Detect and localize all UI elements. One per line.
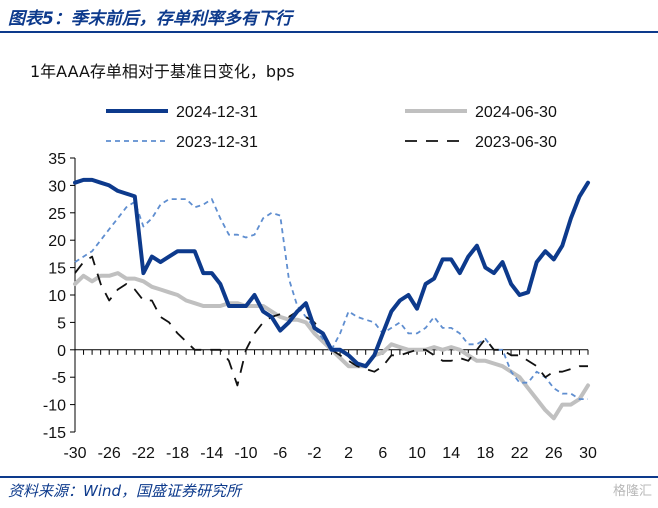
- x-tick-label: 6: [378, 445, 387, 462]
- y-tick-label: 25: [48, 206, 66, 223]
- x-tick-label: 2: [344, 445, 353, 462]
- legend-label: 2023-06-30: [475, 134, 557, 151]
- y-tick-label: 10: [48, 288, 66, 305]
- y-tick-label: 30: [48, 178, 66, 195]
- legend-label: 2024-06-30: [475, 104, 557, 121]
- watermark: 格隆汇: [612, 484, 652, 499]
- y-tick-label: -10: [43, 398, 66, 415]
- y-tick-label: 20: [48, 233, 66, 250]
- x-tick-label: -30: [63, 445, 86, 462]
- x-tick-label: 26: [545, 445, 563, 462]
- x-tick-label: 10: [408, 445, 426, 462]
- x-tick-label: 18: [477, 445, 495, 462]
- y-tick-label: 5: [57, 315, 66, 332]
- x-tick-label: 14: [442, 445, 460, 462]
- x-tick-label: -18: [166, 445, 189, 462]
- legend-label: 2024-12-31: [176, 104, 258, 121]
- y-tick-label: 15: [48, 261, 66, 278]
- x-tick-label: -22: [132, 445, 155, 462]
- x-tick-label: -14: [200, 445, 223, 462]
- x-tick-label: -2: [307, 445, 321, 462]
- legend: 2024-12-31 2024-06-30 2023-12-31 2023-06-30: [106, 104, 557, 151]
- series-line-2023-12-31: [74, 198, 588, 401]
- title-divider: [0, 31, 658, 33]
- y-tick-label: 35: [48, 151, 66, 168]
- x-tick-label: 30: [579, 445, 597, 462]
- legend-label: 2023-12-31: [176, 134, 258, 151]
- x-tick-label: 22: [511, 445, 529, 462]
- series-line-2023-06-30: [74, 255, 588, 387]
- x-tick-label: -10: [234, 445, 257, 462]
- series-line-2024-12-31: [73, 177, 590, 369]
- y-tick-label: 0: [57, 343, 66, 360]
- y-tick-label: -15: [43, 425, 66, 442]
- x-tick-label: -26: [98, 445, 121, 462]
- source-divider: [0, 476, 658, 478]
- y-tick-label: -5: [52, 370, 66, 387]
- source-note: 资料来源：Wind，国盛证券研究所: [8, 482, 242, 500]
- x-tick-label: -6: [273, 445, 287, 462]
- chart-title: 图表5：季末前后，存单利率多有下行: [8, 9, 292, 29]
- chart-subtitle: 1年AAA存单相对于基准日变化，bps: [30, 62, 295, 81]
- series-group: [73, 177, 590, 421]
